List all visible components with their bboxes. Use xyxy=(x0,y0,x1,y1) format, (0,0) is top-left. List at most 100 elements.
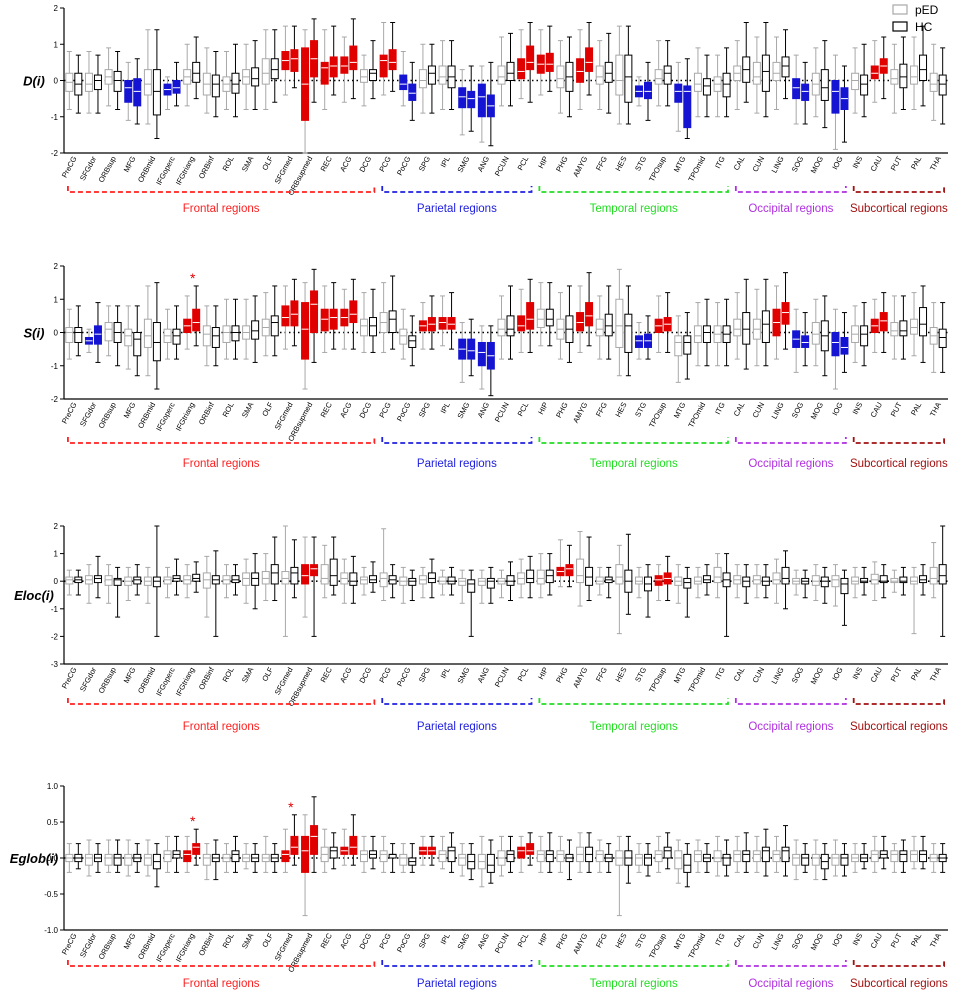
box-hc xyxy=(899,63,908,89)
category-sog: SOG xyxy=(790,569,810,685)
box-hc xyxy=(192,843,201,855)
x-tick-label: CAL xyxy=(732,666,747,683)
category-olf: OLF xyxy=(260,835,279,949)
x-tick-label: MFG xyxy=(122,932,138,951)
x-tick-label: CUN xyxy=(751,155,767,174)
box-ped xyxy=(851,72,860,91)
region-group: Frontal regions xyxy=(67,437,376,470)
box-hc xyxy=(368,317,377,337)
box-ped xyxy=(811,322,820,345)
region-group: Parietal regions xyxy=(381,186,533,215)
x-tick-label: HIP xyxy=(536,932,550,947)
box-ped xyxy=(281,571,290,585)
box-ped xyxy=(693,72,702,92)
box-hc xyxy=(172,328,181,345)
box-ped xyxy=(556,850,565,863)
x-tick-label: OLF xyxy=(260,400,275,417)
x-tick-label: PHG xyxy=(554,401,570,420)
category-pcl: PCL xyxy=(516,22,535,172)
box-hc xyxy=(290,49,299,72)
category-pal: PAL xyxy=(909,835,928,948)
x-tick-label: ORBinf xyxy=(197,400,217,426)
box-ped xyxy=(65,327,74,343)
x-tick-label: PCL xyxy=(516,932,531,949)
category-amyg: AMYG xyxy=(571,832,594,955)
region-bracket xyxy=(67,186,376,193)
box-hc xyxy=(702,325,711,343)
box-hc xyxy=(447,576,456,585)
box-ped xyxy=(202,853,211,866)
y-tick-label: 0 xyxy=(54,577,59,586)
region-group: Subcortical regions xyxy=(850,960,948,990)
category-cau: CAU xyxy=(869,292,888,419)
box-hc xyxy=(801,335,810,348)
category-olf: OLF xyxy=(260,536,279,683)
x-tick-label: CUN xyxy=(751,401,767,420)
significance-star: * xyxy=(190,270,196,286)
box-hc xyxy=(840,336,849,355)
box-ped xyxy=(458,87,467,109)
category-orbmid: ORBmid xyxy=(136,525,161,695)
x-tick-label: PreCG xyxy=(60,932,79,957)
x-tick-label: ACG xyxy=(338,401,354,420)
region-group: Parietal regions xyxy=(381,437,533,470)
box-ped xyxy=(772,61,781,81)
box-ped xyxy=(301,835,310,873)
box-hc xyxy=(545,850,554,863)
region-bracket xyxy=(381,186,533,193)
box-hc xyxy=(467,90,476,109)
region-group: Occipital regions xyxy=(734,437,847,470)
box-ped xyxy=(536,850,545,863)
box-hc xyxy=(93,325,102,345)
box-hc xyxy=(388,49,397,71)
x-tick-label: LING xyxy=(770,932,786,952)
category-sfgdor: SFGdor xyxy=(78,302,102,428)
y-tick-label: 0.5 xyxy=(47,818,59,827)
box-ped xyxy=(202,325,211,347)
box-hc xyxy=(349,835,358,855)
box-hc xyxy=(742,576,751,588)
region-group: Temporal regions xyxy=(538,437,729,470)
region-bracket xyxy=(852,698,945,705)
category-ffg: FFG xyxy=(594,32,613,172)
box-hc xyxy=(467,579,476,593)
category-mtg: MTG xyxy=(672,312,692,420)
x-tick-label: SOG xyxy=(790,401,806,420)
box-hc xyxy=(93,74,102,91)
category-put: PUT xyxy=(889,566,908,683)
category-cun: CUN xyxy=(751,564,770,684)
region-group: Temporal regions xyxy=(538,960,729,990)
category-smg: SMG xyxy=(456,843,476,951)
x-tick-label: CAL xyxy=(732,155,747,172)
x-tick-label: HES xyxy=(613,401,628,419)
x-tick-label: ORBinf xyxy=(197,154,217,180)
x-tick-label: STG xyxy=(633,401,648,419)
x-tick-label: CAU xyxy=(869,666,884,684)
category-sfgmed: SFGmed xyxy=(273,25,299,185)
x-tick-label: OLF xyxy=(260,931,275,948)
y-tick-label: -1 xyxy=(51,362,59,371)
x-tick-label: ROL xyxy=(221,155,236,173)
box-hc xyxy=(820,576,829,588)
box-hc xyxy=(781,566,790,585)
category-pcg: PCG xyxy=(377,528,397,684)
x-tick-label: SOG xyxy=(790,155,806,174)
box-ped xyxy=(635,853,644,866)
box-hc xyxy=(388,853,397,859)
category-hes: HES xyxy=(613,25,633,173)
y-tick-label: -1.0 xyxy=(44,926,58,935)
box-hc xyxy=(781,302,790,325)
box-ped xyxy=(811,853,820,866)
category-ins: INS xyxy=(851,566,869,681)
category-mfg: MFG xyxy=(122,305,142,420)
category-stg: STG xyxy=(633,61,653,173)
box-hc xyxy=(290,300,299,327)
box-hc xyxy=(251,572,260,586)
region-label: Frontal regions xyxy=(183,721,260,733)
category-cal: CAL xyxy=(732,278,751,418)
box-hc xyxy=(663,846,672,859)
box-hc xyxy=(781,56,790,78)
box-hc xyxy=(447,317,456,330)
